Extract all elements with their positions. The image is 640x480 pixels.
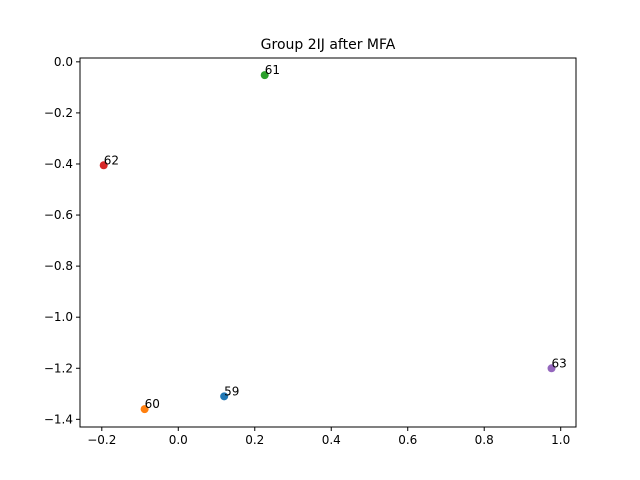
x-tick-label: 0.8 (475, 433, 494, 447)
x-tick-label: 1.0 (551, 433, 570, 447)
data-point-label-60: 60 (145, 397, 160, 411)
y-axis: 0.0 −0.2 −0.4 −0.6 −0.8 −1.0 −1.2 −1.4 (44, 55, 80, 426)
data-point-label-62: 62 (104, 153, 119, 167)
data-point-label-61: 61 (265, 63, 280, 77)
x-axis: −0.2 0.0 0.2 0.4 0.6 0.8 1.0 (87, 427, 570, 447)
data-point-59 (220, 392, 229, 401)
data-point-61 (260, 71, 269, 80)
y-tick-label: 0.0 (54, 55, 73, 69)
data-point-62 (99, 161, 108, 170)
plot-area-frame (79, 57, 577, 428)
data-point-label-63: 63 (552, 356, 567, 370)
y-tick-label: −1.0 (44, 310, 73, 324)
x-tick-label: 0.4 (322, 433, 341, 447)
y-tick-label: −0.6 (44, 208, 73, 222)
x-tick-label: 0.2 (245, 433, 264, 447)
x-tick-label: 0.0 (169, 433, 188, 447)
data-points: 59 60 61 62 63 (99, 63, 567, 414)
y-tick-label: −0.8 (44, 259, 73, 273)
y-tick-label: −0.2 (44, 106, 73, 120)
y-tick-label: −0.4 (44, 157, 73, 171)
chart-title: Group 2IJ after MFA (261, 37, 396, 53)
y-tick-label: −1.2 (44, 361, 73, 375)
y-tick-label: −1.4 (44, 412, 73, 426)
x-tick-label: 0.6 (398, 433, 417, 447)
x-tick-label: −0.2 (87, 433, 116, 447)
data-point-63 (547, 364, 556, 373)
data-point-60 (140, 405, 149, 414)
data-point-label-59: 59 (224, 384, 239, 398)
